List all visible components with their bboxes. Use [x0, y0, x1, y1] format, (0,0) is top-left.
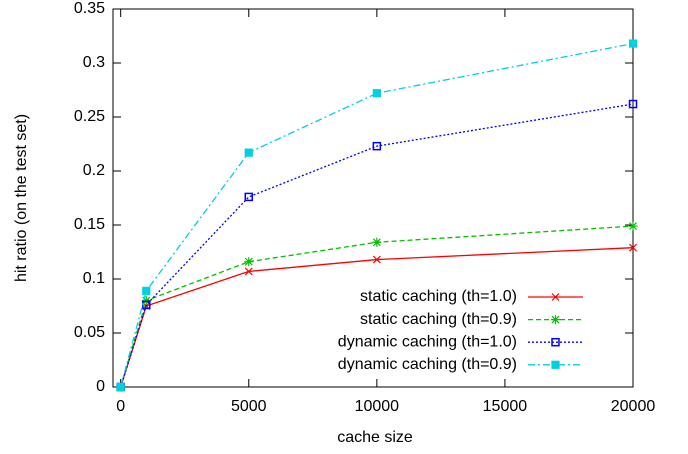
series-line: [120, 225, 634, 388]
x-tick-label: 10000: [355, 398, 400, 415]
legend-label: dynamic caching (th=1.0): [338, 333, 517, 350]
legend-label: static caching (th=1.0): [360, 288, 517, 305]
y-tick-label: 0.35: [74, 0, 105, 17]
marker: [629, 243, 637, 252]
y-tick-label: 0.15: [74, 216, 105, 233]
marker: [244, 267, 253, 276]
marker: [628, 39, 638, 48]
marker: [244, 148, 253, 157]
marker: [372, 255, 381, 264]
marker: [551, 360, 560, 369]
y-tick-label: 0.3: [83, 54, 105, 71]
marker: [372, 141, 382, 151]
marker: [628, 99, 638, 109]
marker: [551, 337, 560, 347]
x-tick-label: 15000: [483, 398, 528, 415]
marker: [372, 237, 382, 247]
x-tick-label: 0: [116, 398, 125, 415]
plot-frame: [112, 8, 634, 388]
legend-label: static caching (th=0.9): [360, 311, 517, 328]
y-axis-label: hit ratio (on the test set): [13, 114, 30, 282]
marker: [551, 315, 560, 325]
series-line: [120, 103, 634, 388]
y-tick-label: 0.25: [74, 108, 105, 125]
y-tick-label: 0.05: [74, 324, 105, 341]
legend-label: dynamic caching (th=0.9): [338, 356, 517, 373]
y-tick-label: 0.1: [83, 270, 105, 287]
marker: [244, 192, 254, 202]
marker: [551, 293, 560, 301]
x-tick-label: 5000: [231, 398, 267, 415]
marker: [142, 286, 151, 295]
marker: [372, 89, 381, 98]
marker: [628, 221, 638, 231]
x-axis-label: cache size: [337, 429, 413, 446]
marker: [141, 296, 151, 306]
marker: [244, 257, 254, 267]
y-tick-label: 0.2: [83, 162, 105, 179]
marker: [116, 382, 125, 392]
y-tick-label: 0: [96, 378, 105, 395]
x-tick-label: 20000: [611, 398, 656, 415]
